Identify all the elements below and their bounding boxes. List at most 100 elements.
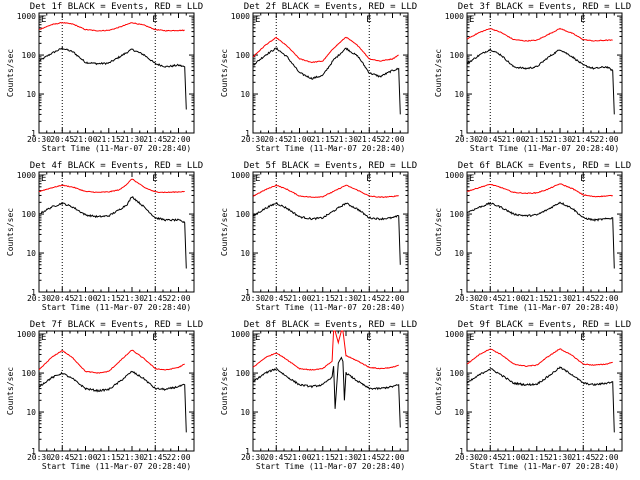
lld-series-line (252, 36, 399, 64)
e-marker-label: E (152, 15, 157, 25)
y-axis-label: Counts/sec (434, 208, 443, 256)
lld-series-line (252, 330, 399, 371)
x-tick-label: 22:00 (594, 453, 618, 462)
x-tick-label: 21:15 (525, 135, 549, 144)
x-tick-label: 20:45 (50, 135, 74, 144)
y-tick-label: 10 (454, 90, 464, 99)
chart-panel-8: Det 8f BLACK = Events, RED = LLD 20:30 20:… (220, 320, 417, 471)
x-tick-label: 21:00 (73, 294, 97, 303)
panel-title: Det 6f BLACK = Events, RED = LLD (458, 161, 631, 171)
y-tick-label: 1 (31, 129, 36, 138)
y-tick-label: 1000 (231, 171, 250, 180)
y-tick-label: 1 (459, 129, 464, 138)
y-tick-label: 10 (454, 249, 464, 258)
x-tick-label: 21:45 (571, 294, 595, 303)
x-axis-label: Start Time (11-Mar-07 20:28:40) (42, 303, 191, 312)
x-tick-label: 22:00 (166, 453, 190, 462)
panel-title: Det 2f BLACK = Events, RED = LLD (244, 2, 417, 12)
x-tick-label: 21:45 (143, 135, 167, 144)
e-marker-label: E (580, 174, 585, 184)
x-tick-label: 21:15 (525, 453, 549, 462)
x-tick-label: 21:45 (571, 135, 595, 144)
x-tick-label: 21:15 (311, 135, 335, 144)
x-axis-label: Start Time (11-Mar-07 20:28:40) (470, 462, 619, 471)
x-tick-label: 22:00 (166, 294, 190, 303)
x-tick-label: 21:45 (571, 453, 595, 462)
y-tick-label: 100 (236, 210, 251, 219)
y-tick-label: 1 (459, 447, 464, 456)
x-tick-label: 22:00 (594, 135, 618, 144)
x-tick-label: 21:00 (501, 453, 525, 462)
x-tick-label: 21:30 (334, 453, 358, 462)
e-marker-label: E (41, 333, 46, 343)
e-marker-label: E (469, 174, 474, 184)
x-tick-label: 20:45 (478, 453, 502, 462)
x-tick-label: 21:45 (357, 294, 381, 303)
panel-title: Det 5f BLACK = Events, RED = LLD (244, 161, 417, 171)
panel-title: Det 3f BLACK = Events, RED = LLD (458, 2, 631, 12)
chart-panel-3: Det 3f BLACK = Events, RED = LLD 20:30 20:… (434, 2, 631, 153)
y-tick-label: 100 (236, 369, 251, 378)
e-marker-label: E (580, 15, 585, 25)
e-marker-label: E (152, 333, 157, 343)
x-tick-label: 21:15 (97, 135, 121, 144)
y-axis-label: Counts/sec (434, 367, 443, 415)
x-tick-label: 21:00 (501, 294, 525, 303)
y-axis-label: Counts/sec (6, 49, 15, 97)
x-tick-label: 21:30 (548, 135, 572, 144)
x-axis-label: Start Time (11-Mar-07 20:28:40) (256, 462, 405, 471)
y-tick-label: 1000 (17, 12, 36, 21)
x-tick-label: 21:30 (334, 294, 358, 303)
panel-title: Det 4f BLACK = Events, RED = LLD (30, 161, 203, 171)
y-tick-label: 100 (22, 51, 37, 60)
x-tick-label: 21:00 (287, 135, 311, 144)
chart-panel-4: Det 4f BLACK = Events, RED = LLD 20:30 20:… (6, 161, 203, 312)
y-tick-label: 10 (454, 408, 464, 417)
x-tick-label: 21:15 (97, 453, 121, 462)
y-axis-label: Counts/sec (220, 208, 229, 256)
panel-title: Det 9f BLACK = Events, RED = LLD (458, 320, 631, 330)
x-tick-label: 20:30 (455, 453, 479, 462)
x-tick-label: 21:15 (311, 453, 335, 462)
x-tick-label: 21:15 (525, 294, 549, 303)
y-axis-label: Counts/sec (434, 49, 443, 97)
x-tick-label: 20:45 (478, 294, 502, 303)
panel-title: Det 7f BLACK = Events, RED = LLD (30, 320, 203, 330)
y-tick-label: 1000 (231, 12, 250, 21)
e-marker-label: E (152, 174, 157, 184)
e-marker-label: E (41, 15, 46, 25)
y-tick-label: 100 (236, 51, 251, 60)
y-axis-label: Counts/sec (220, 367, 229, 415)
y-tick-label: 1000 (231, 330, 250, 339)
y-tick-label: 1000 (445, 171, 464, 180)
x-tick-label: 20:30 (455, 135, 479, 144)
x-tick-label: 21:45 (357, 135, 381, 144)
e-marker-label: E (366, 15, 371, 25)
events-series-line (252, 356, 401, 428)
chart-panel-7: Det 7f BLACK = Events, RED = LLD 20:30 20:… (6, 320, 203, 471)
y-tick-label: 10 (240, 90, 250, 99)
x-tick-label: 22:00 (166, 135, 190, 144)
lld-series-line (38, 349, 185, 374)
lld-series-line (38, 178, 185, 194)
x-tick-label: 21:30 (334, 135, 358, 144)
x-tick-label: 21:00 (73, 453, 97, 462)
e-marker-label: E (255, 174, 260, 184)
e-marker-label: E (41, 174, 46, 184)
y-axis-label: Counts/sec (220, 49, 229, 97)
y-tick-label: 1 (245, 447, 250, 456)
lld-series-line (252, 184, 399, 199)
events-series-line (252, 47, 401, 115)
x-tick-label: 21:45 (357, 453, 381, 462)
x-tick-label: 21:45 (143, 294, 167, 303)
y-tick-label: 1 (245, 288, 250, 297)
lld-series-line (466, 348, 613, 368)
y-tick-label: 100 (22, 369, 37, 378)
x-tick-label: 20:45 (50, 453, 74, 462)
x-tick-label: 22:00 (380, 294, 404, 303)
x-tick-label: 21:00 (287, 453, 311, 462)
panel-title: Det 1f BLACK = Events, RED = LLD (30, 2, 203, 12)
events-series-line (466, 201, 615, 269)
e-marker-label: E (469, 333, 474, 343)
